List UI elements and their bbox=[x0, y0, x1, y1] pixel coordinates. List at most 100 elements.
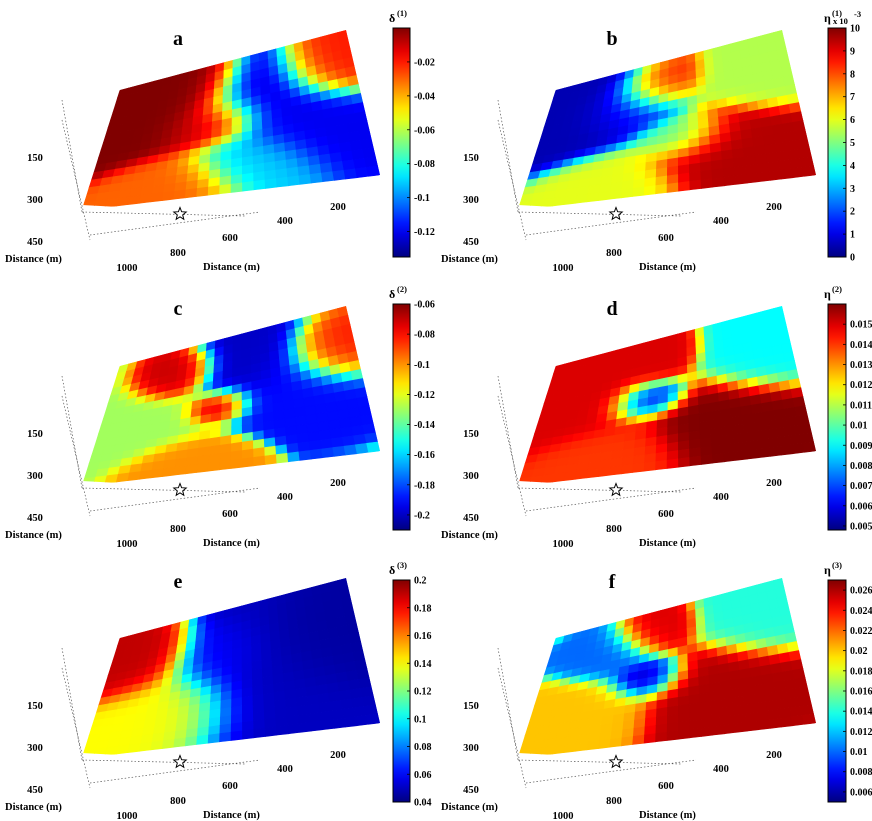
y-tick-label: 450 bbox=[463, 513, 479, 524]
colorbar-tick-label: 0.02 bbox=[850, 646, 868, 657]
x-tick-label: 1000 bbox=[553, 811, 574, 821]
heatmap-cell bbox=[296, 704, 310, 716]
heatmap-cell bbox=[764, 691, 778, 703]
heatmap-cell bbox=[802, 713, 816, 725]
y-tick-label: 300 bbox=[463, 471, 479, 482]
heatmap-cell bbox=[700, 726, 714, 737]
heatmap-cell bbox=[275, 724, 289, 736]
heatmap-cell bbox=[321, 719, 335, 731]
heatmap-cell bbox=[358, 129, 372, 141]
heatmap-cell bbox=[711, 444, 724, 455]
heatmap-cell bbox=[779, 168, 794, 180]
heatmap-cell bbox=[745, 720, 760, 732]
heatmap-cell bbox=[127, 743, 142, 753]
colorbar-tick-label: 0.016 bbox=[850, 687, 872, 698]
colorbar: -0.02 -0.04 -0.06 -0.08 -0.1 -0.12 δ (1) bbox=[389, 8, 435, 258]
heatmap-cell bbox=[196, 186, 209, 197]
colorbar-tick-label: 5 bbox=[850, 138, 855, 149]
y-axis-label: Distance (m) bbox=[441, 254, 498, 265]
y-tick-label: 150 bbox=[463, 701, 479, 712]
colorbar-tick-label: 1 bbox=[850, 230, 855, 241]
panel-label: d bbox=[606, 298, 617, 320]
heatmap-cell bbox=[689, 179, 702, 191]
x-tick-label: 800 bbox=[606, 524, 622, 535]
heatmap-cell bbox=[620, 464, 634, 475]
colorbar-superscript: (2) bbox=[397, 284, 407, 294]
heatmap-cell bbox=[219, 183, 232, 195]
heatmap-cell bbox=[745, 172, 760, 184]
heatmap-cell bbox=[93, 747, 108, 758]
heatmap-cell bbox=[779, 716, 794, 728]
star-marker bbox=[172, 482, 188, 497]
heatmap-cell bbox=[332, 169, 346, 181]
heatmap-cell bbox=[732, 432, 746, 444]
heatmap-cell bbox=[298, 450, 312, 461]
heatmap-cell bbox=[723, 175, 737, 187]
heatmap-cell bbox=[774, 141, 789, 153]
heatmap-cell bbox=[286, 166, 300, 178]
heatmap-cell bbox=[794, 129, 808, 141]
heatmap-cell bbox=[358, 405, 372, 417]
colorbar: 0.015 0.014 0.013 0.012 0.011 0.01 0.009 0.008 0… bbox=[824, 284, 872, 532]
colorbar-superscript: (3) bbox=[397, 560, 407, 570]
grid-guides bbox=[61, 647, 261, 789]
y-tick-label: 450 bbox=[463, 785, 479, 796]
heatmap-cell bbox=[263, 437, 277, 448]
panel-label: b bbox=[606, 28, 617, 50]
heatmap-cell bbox=[354, 442, 369, 455]
heatmap-cell bbox=[796, 414, 810, 426]
x-tick-label: 200 bbox=[330, 750, 346, 761]
heatmap-cell bbox=[666, 730, 679, 741]
heatmap-cell bbox=[263, 709, 277, 720]
x-tick-label: 200 bbox=[766, 202, 782, 213]
y-tick-label: 150 bbox=[463, 429, 479, 440]
heatmap-cell bbox=[275, 452, 289, 464]
y-tick-label: 300 bbox=[27, 471, 43, 482]
heatmap-cell bbox=[321, 447, 335, 459]
heatmap-cell bbox=[362, 423, 377, 435]
heatmap-cell bbox=[563, 471, 578, 481]
colorbar-tick-label: -0.02 bbox=[414, 57, 435, 68]
heatmap-cell bbox=[253, 179, 266, 191]
heatmap-cell bbox=[296, 156, 310, 168]
colorbar: 0.026 0.024 0.022 0.02 0.018 0.016 0.014 0.012 0… bbox=[824, 560, 872, 803]
heatmap-cell bbox=[150, 192, 164, 203]
heatmap-cell bbox=[563, 743, 578, 753]
colorbar-exponent: -3 bbox=[854, 9, 861, 19]
heatmap-cell bbox=[744, 711, 758, 723]
colorbar-tick-label: 0.024 bbox=[850, 606, 872, 617]
heatmap-cell bbox=[297, 165, 311, 177]
heatmap-cell bbox=[574, 741, 589, 752]
colorbar-gradient bbox=[827, 303, 847, 531]
y-axis-label: Distance (m) bbox=[441, 530, 498, 541]
heatmap-cell bbox=[360, 414, 374, 426]
panel-label: f bbox=[609, 571, 616, 593]
heatmap-cell bbox=[529, 747, 544, 758]
colorbar-tick-label: 0.012 bbox=[850, 380, 872, 391]
colorbar-gradient bbox=[392, 303, 411, 531]
x-tick-label: 800 bbox=[606, 248, 622, 259]
heatmap-cell bbox=[340, 698, 354, 710]
heatmap-cell bbox=[778, 435, 792, 447]
heatmap-cell bbox=[790, 714, 805, 727]
heatmap-cell bbox=[632, 462, 645, 473]
x-tick-label: 200 bbox=[766, 478, 782, 489]
heatmap-cell bbox=[330, 708, 345, 720]
heatmap-cell bbox=[609, 737, 623, 748]
heatmap-cell bbox=[529, 475, 544, 486]
heatmap-cell bbox=[319, 438, 334, 450]
colorbar-tick-label: 0.16 bbox=[414, 631, 432, 642]
heatmap-cell bbox=[732, 156, 746, 168]
x-tick-label: 200 bbox=[766, 750, 782, 761]
heatmap-cell bbox=[184, 736, 198, 747]
heatmap-cell bbox=[794, 677, 808, 689]
panel-a: a 150 300 450 Distance (m) 1000 800 600 400 200 Di… bbox=[5, 8, 435, 274]
heatmap-cell bbox=[722, 442, 736, 454]
heatmap-cell bbox=[800, 156, 815, 168]
x-tick-label: 600 bbox=[222, 233, 238, 244]
x-tick-label: 600 bbox=[658, 781, 674, 792]
heatmap-cell bbox=[309, 448, 324, 460]
heatmap-cell bbox=[794, 405, 808, 417]
x-tick-label: 1000 bbox=[117, 811, 138, 821]
